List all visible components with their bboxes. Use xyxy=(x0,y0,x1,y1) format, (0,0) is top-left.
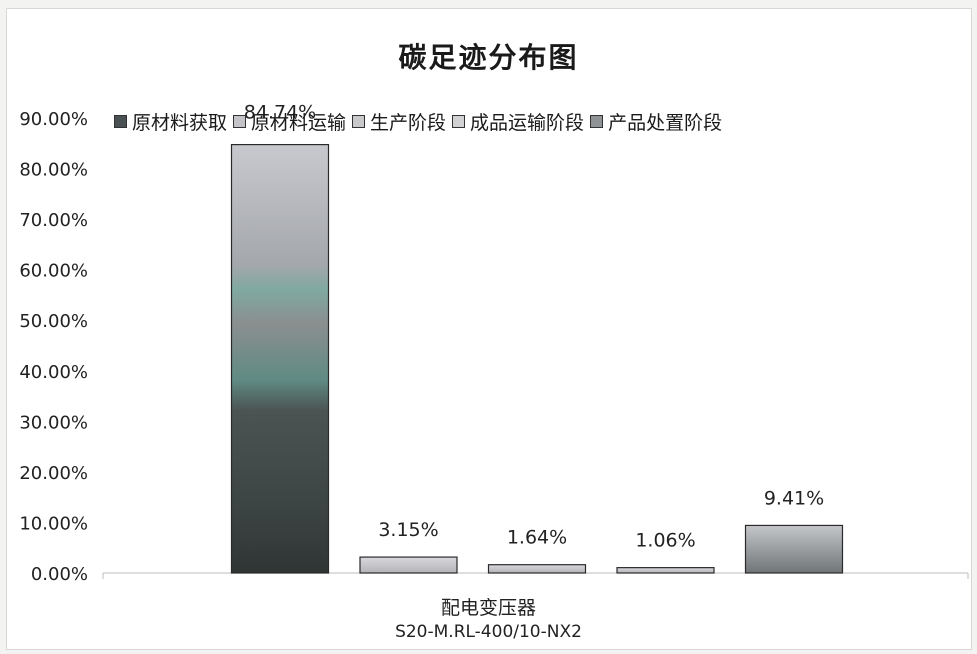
data-label: 84.74% xyxy=(244,102,316,124)
legend-label: 成品运输阶段 xyxy=(470,112,585,134)
bar xyxy=(744,524,844,574)
data-label: 3.15% xyxy=(378,519,438,541)
chart-title: 碳足迹分布图 xyxy=(398,41,579,74)
legend-item-production: 生产阶段 xyxy=(352,108,446,135)
x-category-model: S20-M.RL-400/10-NX2 xyxy=(395,622,582,642)
y-tick-label: 50.00% xyxy=(19,311,88,332)
y-tick-label: 10.00% xyxy=(19,513,88,534)
x-category-label: 配电变压器 xyxy=(440,597,536,619)
legend-item-disposal: 产品处置阶段 xyxy=(590,108,722,135)
data-label: 1.64% xyxy=(507,527,567,549)
y-tick-label: 20.00% xyxy=(19,463,88,484)
legend-label: 原材料运输 xyxy=(251,112,347,134)
legend-swatch xyxy=(352,115,366,128)
legend-swatch xyxy=(114,115,127,128)
legend-label: 产品处置阶段 xyxy=(608,112,723,134)
legend-label: 生产阶段 xyxy=(370,112,447,134)
bar xyxy=(359,556,458,574)
y-tick-label: 30.00% xyxy=(19,412,88,433)
legend-swatch xyxy=(452,115,466,128)
legend-swatch xyxy=(233,115,247,128)
legend-item-product-transport: 成品运输阶段 xyxy=(452,108,584,135)
y-tick-label: 90.00% xyxy=(19,109,88,130)
y-tick-label: 40.00% xyxy=(19,362,88,383)
y-tick-label: 80.00% xyxy=(19,160,88,181)
y-tick-label: 0.00% xyxy=(31,564,88,585)
legend-swatch xyxy=(590,115,604,128)
y-tick-label: 60.00% xyxy=(19,261,88,282)
bar xyxy=(487,564,587,574)
legend-label: 原材料获取 xyxy=(132,112,228,134)
legend-item-raw-transport: 原材料运输 xyxy=(233,108,346,135)
y-tick-label: 70.00% xyxy=(19,210,88,231)
data-label: 1.06% xyxy=(635,530,695,552)
bar xyxy=(616,567,715,574)
data-label: 9.41% xyxy=(764,487,824,509)
bar xyxy=(230,143,330,574)
chart-legend: 原材料获取 原材料运输 生产阶段 成品运输阶段 产品处置阶段 xyxy=(114,108,728,135)
legend-item-raw-material: 原材料获取 xyxy=(114,108,227,135)
